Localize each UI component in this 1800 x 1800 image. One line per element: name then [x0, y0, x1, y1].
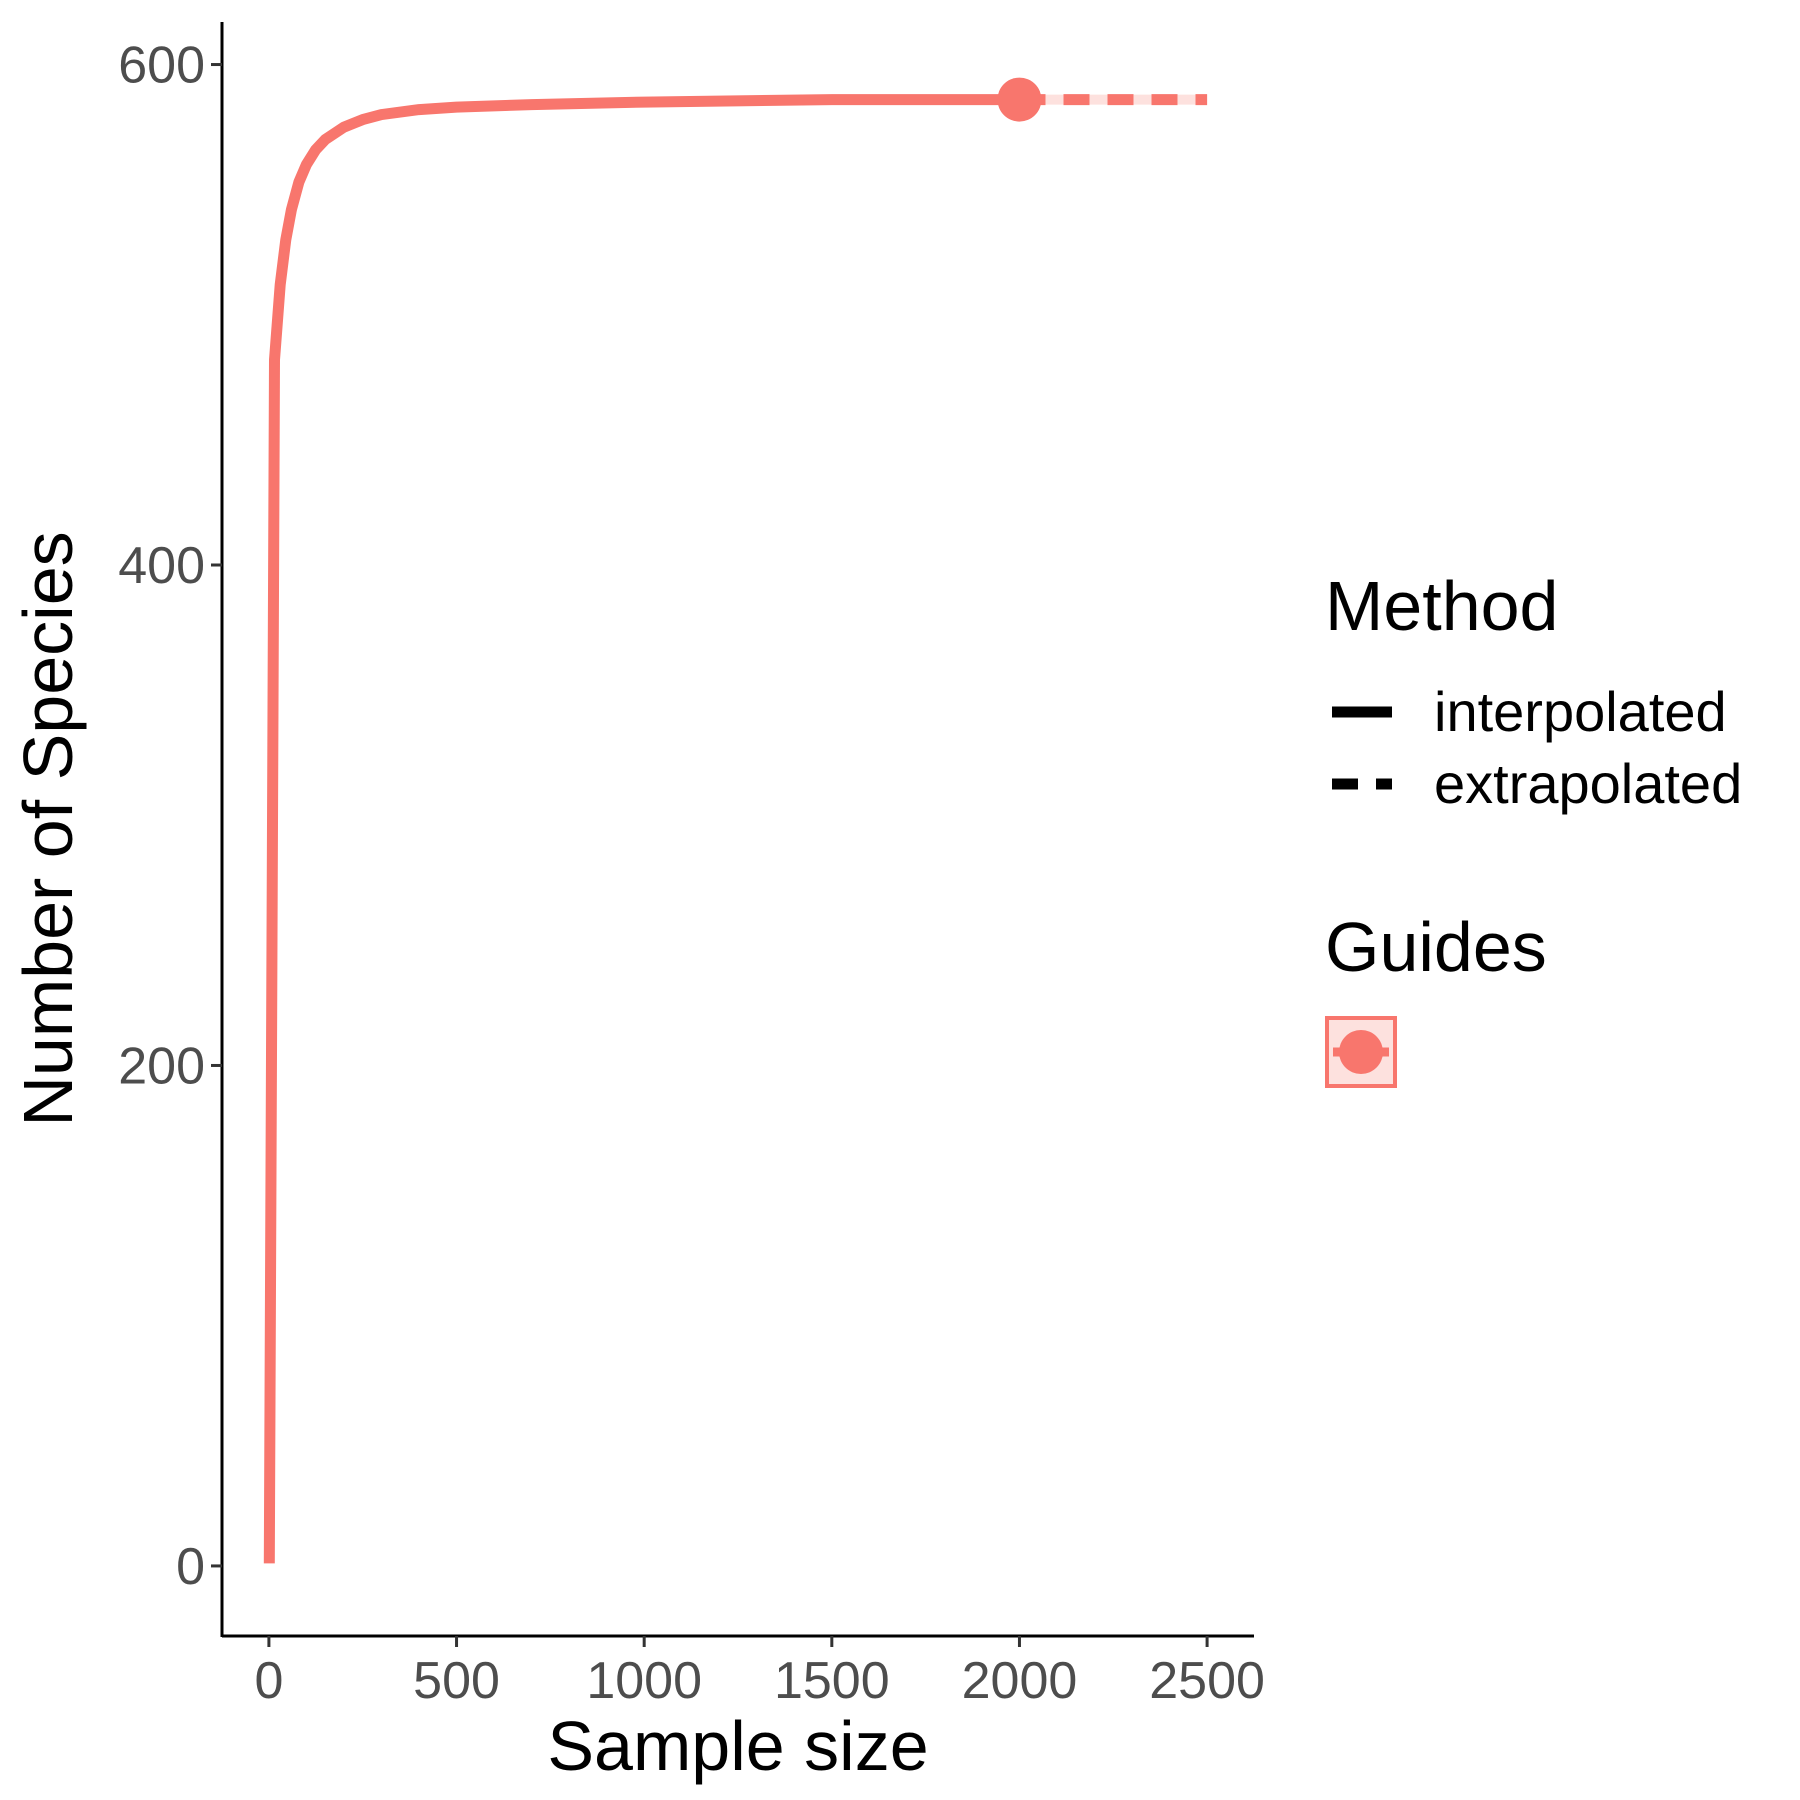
observed-point — [997, 77, 1042, 122]
x-tick-label: 0 — [254, 1652, 283, 1710]
x-tick-label: 2000 — [962, 1652, 1078, 1710]
legend-label-interpolated: interpolated — [1434, 680, 1727, 743]
legend: Method interpolated extrapolated Guides — [1325, 567, 1742, 1088]
x-axis-title: Sample size — [547, 1707, 928, 1785]
y-axis-ticks: 0 200 400 600 — [118, 37, 222, 1596]
legend-guides-key-point — [1339, 1030, 1383, 1074]
x-tick-label: 1000 — [586, 1652, 702, 1710]
series-interpolated-line — [263, 94, 1020, 1564]
y-axis-title: Number of Species — [9, 531, 87, 1126]
legend-method-title: Method — [1325, 567, 1558, 645]
y-tick-label: 600 — [118, 37, 205, 95]
x-tick-label: 1500 — [774, 1652, 890, 1710]
plot-area — [263, 77, 1208, 1564]
x-tick-label: 500 — [413, 1652, 500, 1710]
x-tick-label: 2500 — [1149, 1652, 1265, 1710]
x-axis-ticks: 0 500 1000 1500 2000 2500 — [254, 1636, 1265, 1710]
legend-guides-title: Guides — [1325, 908, 1547, 986]
legend-label-extrapolated: extrapolated — [1434, 752, 1742, 815]
y-tick-label: 200 — [118, 1037, 205, 1095]
y-tick-label: 0 — [176, 1538, 205, 1596]
y-tick-label: 400 — [118, 537, 205, 595]
